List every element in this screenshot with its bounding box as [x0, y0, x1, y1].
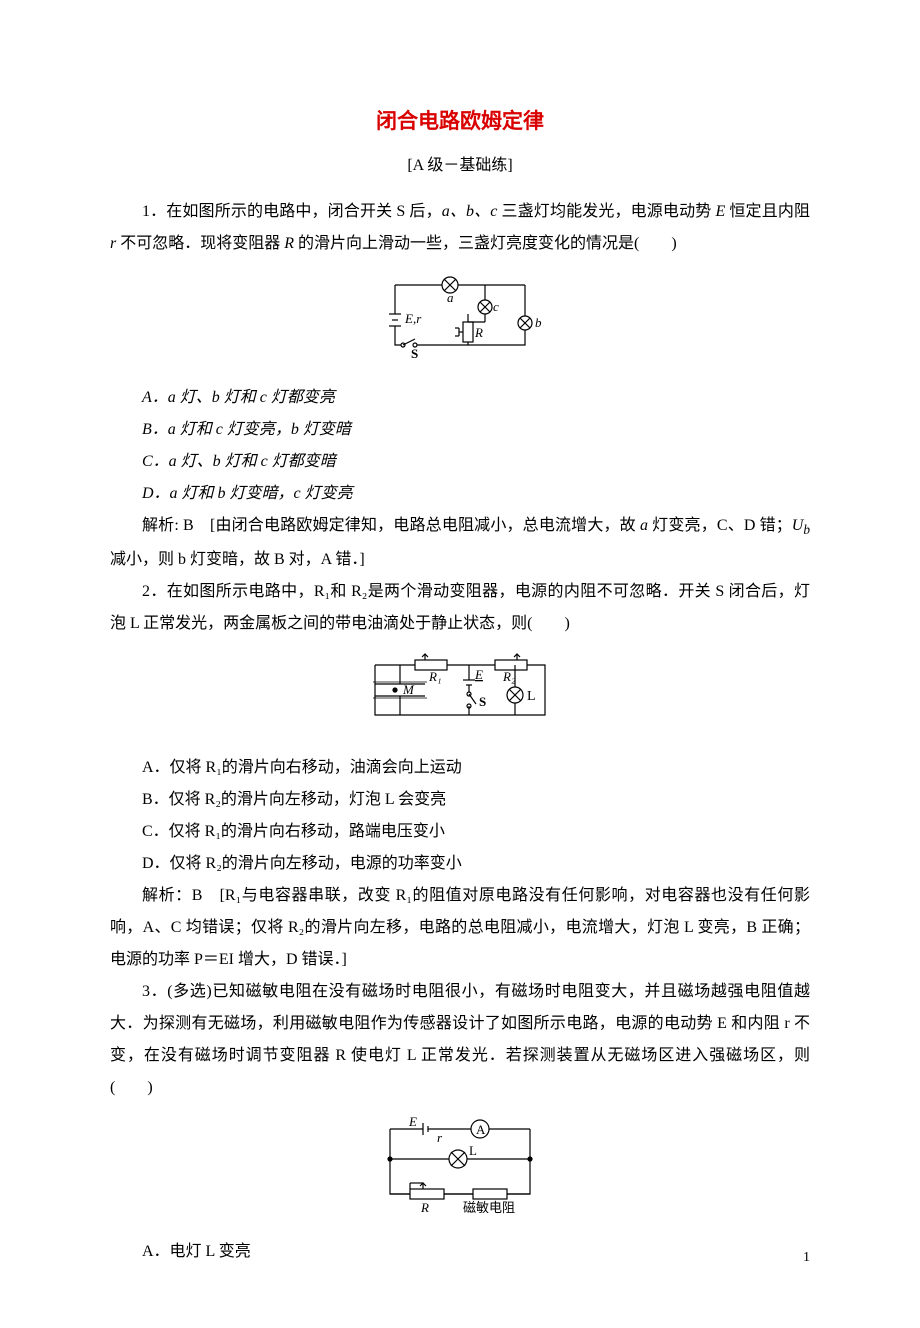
q3-figure: E r A L R 磁敏电阻 [110, 1114, 810, 1226]
fig2-label-M: M [402, 682, 415, 697]
q2-option-b: B．仅将 R₂的滑片向左移动，灯泡 L 会变亮 [110, 784, 810, 816]
fig1-label-a: a [447, 290, 454, 305]
fig2-label-R1: R₁ [428, 669, 441, 684]
fig3-label-A: A [476, 1122, 486, 1137]
q1-stem-1: 1．在如图所示的电路中，闭合开关 S 后， [142, 203, 442, 220]
fig3-label-R: R [420, 1200, 429, 1214]
q1-abc: a、b、c [442, 203, 498, 220]
fig2-label-S: S [479, 694, 486, 709]
q1-E: E [716, 203, 726, 220]
q2-option-c: C．仅将 R₁的滑片向右移动，路端电压变小 [110, 816, 810, 848]
q1-option-d: D．a 灯和 b 灯变暗，c 灯变亮 [110, 478, 810, 510]
q1-stem-4: 不可忽略．现将变阻器 [116, 235, 284, 252]
q3-stem: 3．(多选)已知磁敏电阻在没有磁场时电阻很小，有磁场时电阻变大，并且磁场越强电阻… [110, 976, 810, 1104]
q1-stem-2: 三盏灯均能发光，电源电动势 [497, 203, 715, 220]
q1-R: R [284, 235, 294, 252]
q1-option-b: B．a 灯和 c 灯变亮，b 灯变暗 [110, 414, 810, 446]
q1-stem-5: 的滑片向上滑动一些，三盏灯亮度变化的情况是( ) [294, 235, 677, 252]
q2-option-a: A．仅将 R₁的滑片向右移动，油滴会向上运动 [110, 752, 810, 784]
q1-option-c: C．a 灯、b 灯和 c 灯都变暗 [110, 446, 810, 478]
fig1-label-Er: E,r [404, 311, 422, 326]
q1-figure: a b c E,r R S [110, 270, 810, 372]
q1-solution: 解析: B [由闭合电路欧姆定律知，电路总电阻减小，总电流增大，故 a 灯变亮，… [110, 510, 810, 576]
page-title: 闭合电路欧姆定律 [110, 100, 810, 142]
q1-stem: 1．在如图所示的电路中，闭合开关 S 后，a、b、c 三盏灯均能发光，电源电动势… [110, 196, 810, 260]
fig3-label-mag: 磁敏电阻 [463, 1200, 515, 1214]
fig3-label-E: E [408, 1114, 417, 1129]
fig2-label-R2: R₂ [502, 669, 516, 684]
q2-stem: 2．在如图所示电路中，R₁和 R₂是两个滑动变阻器，电源的内阻不可忽略．开关 S… [110, 576, 810, 640]
fig1-label-S: S [411, 346, 418, 360]
fig3-label-L: L [469, 1143, 477, 1158]
fig1-label-R: R [474, 325, 483, 340]
q3-option-a: A．电灯 L 变亮 [110, 1236, 810, 1268]
q1-stem-3: 恒定且内阻 [725, 203, 810, 220]
fig2-label-L: L [527, 689, 536, 704]
fig2-label-E: E [474, 667, 483, 682]
q1-option-a: A．a 灯、b 灯和 c 灯都变亮 [110, 382, 810, 414]
q2-solution: 解析：B [R₁与电容器串联，改变 R₁的阻值对原电路没有任何影响，对电容器也没… [110, 880, 810, 976]
page-number: 1 [803, 1244, 810, 1272]
section-subtitle: [A 级－基础练] [110, 150, 810, 182]
q2-figure: R₁ R₂ E M S L [110, 650, 810, 742]
fig1-label-c: c [493, 299, 499, 314]
fig1-label-b: b [535, 315, 542, 330]
q2-option-d: D．仅将 R₂的滑片向左移动，电源的功率变小 [110, 848, 810, 880]
fig3-label-r: r [437, 1130, 443, 1145]
